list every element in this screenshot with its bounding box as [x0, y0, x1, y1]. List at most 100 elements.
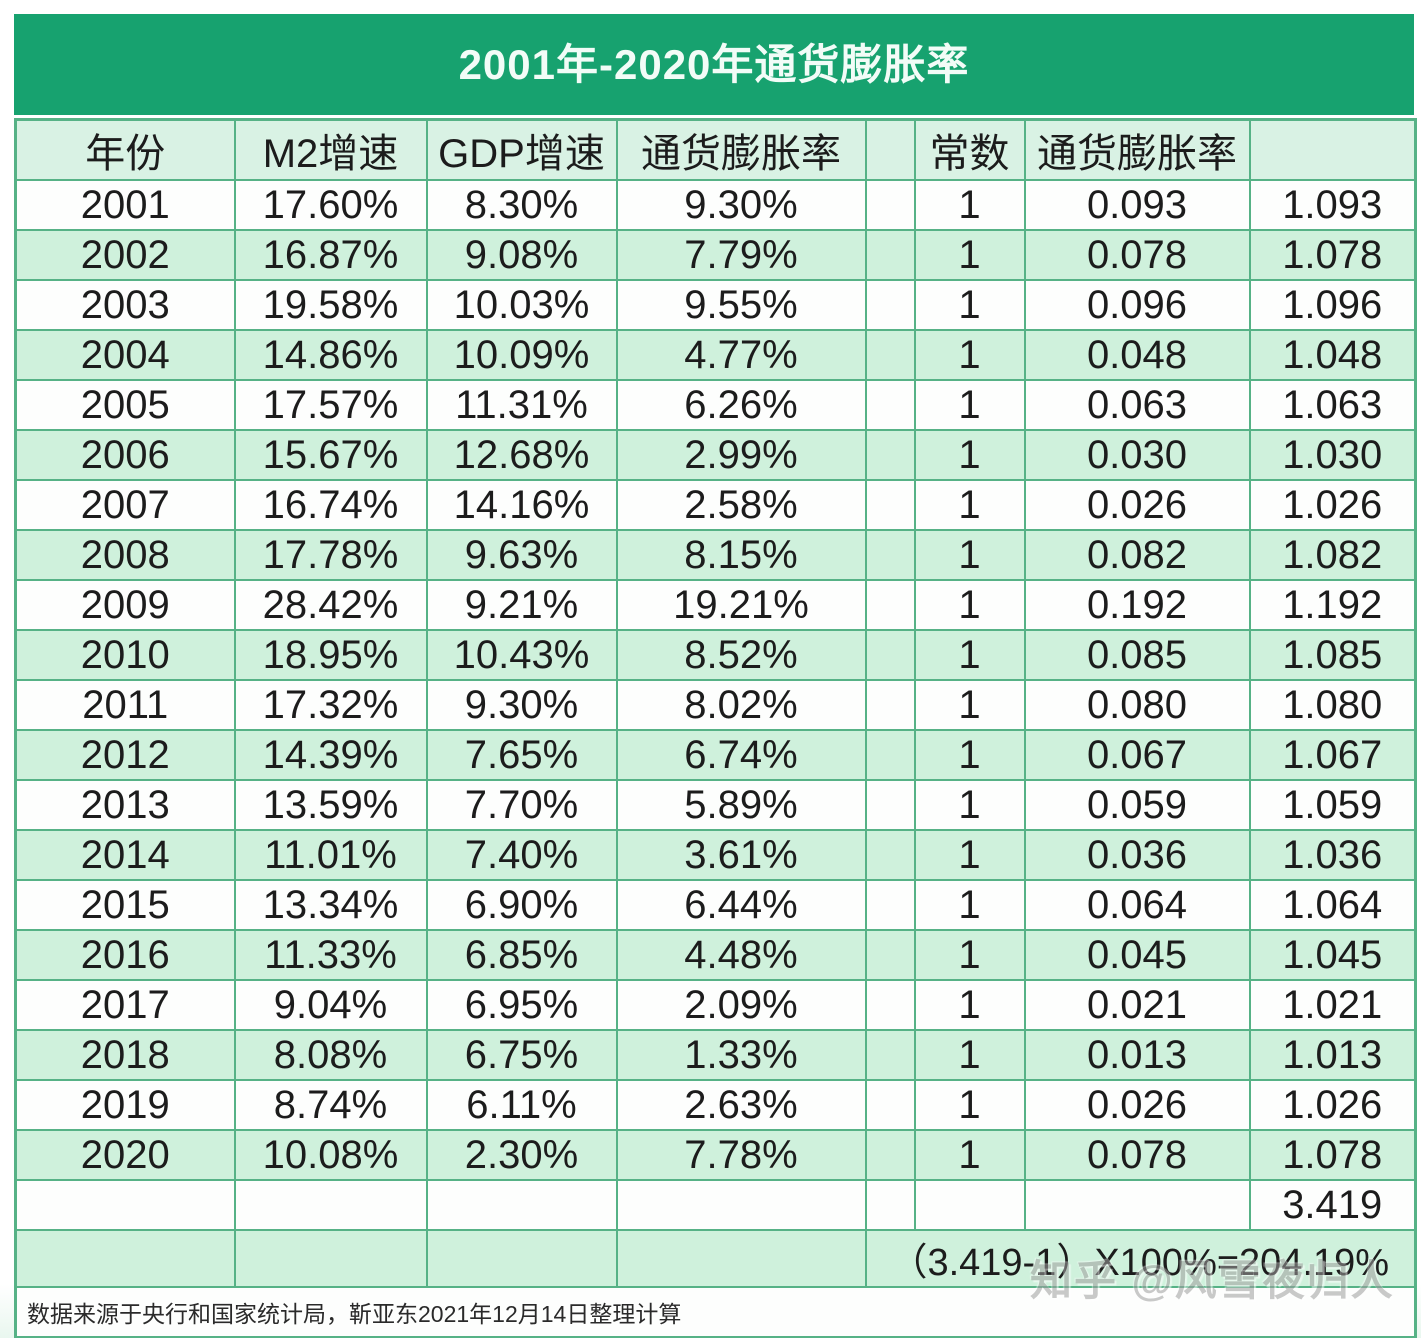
constant-cell: 1 [913, 329, 1026, 381]
gdp-growth-cell: 2.30% [425, 1129, 618, 1181]
table-body: 2001 17.60% 8.30% 9.30% 1 0.093 1.093 20… [14, 179, 1417, 1338]
year-cell: 2014 [14, 829, 236, 881]
inflation-rate-cell: 8.52% [615, 629, 867, 681]
multiplier-cell: 1.045 [1248, 929, 1417, 981]
inflation-rate-cell: 19.21% [615, 579, 867, 631]
m2-growth-cell: 17.60% [233, 179, 428, 231]
constant-cell: 1 [913, 729, 1026, 781]
constant-cell: 1 [913, 879, 1026, 931]
source-note-row: 数据来源于央行和国家统计局，靳亚东2021年12月14日整理计算 [14, 1286, 1417, 1338]
formula-row: （3.419-1）X100%=204.19% [14, 1229, 1417, 1288]
source-note: 数据来源于央行和国家统计局，靳亚东2021年12月14日整理计算 [14, 1286, 1417, 1338]
year-cell: 2003 [14, 279, 236, 331]
constant-cell: 1 [913, 979, 1026, 1031]
spacer-cell [864, 229, 916, 281]
spacer-cell [864, 929, 916, 981]
total-multiplier-cell: 3.419 [1248, 1179, 1417, 1231]
inflation-rate-cell: 8.02% [615, 679, 867, 731]
multiplier-cell: 1.085 [1248, 629, 1417, 681]
inflation-decimal-cell: 0.026 [1023, 1079, 1251, 1131]
multiplier-cell: 1.096 [1248, 279, 1417, 331]
spacer-cell [864, 629, 916, 681]
col-header-constant: 常数 [913, 118, 1026, 181]
gdp-growth-cell: 8.30% [425, 179, 618, 231]
multiplier-cell: 1.063 [1248, 379, 1417, 431]
inflation-rate-cell: 2.63% [615, 1079, 867, 1131]
multiplier-cell: 1.021 [1248, 979, 1417, 1031]
m2-growth-cell: 10.08% [233, 1129, 428, 1181]
year-cell: 2018 [14, 1029, 236, 1081]
m2-growth-cell: 8.08% [233, 1029, 428, 1081]
gdp-growth-cell: 14.16% [425, 479, 618, 531]
m2-growth-cell: 14.39% [233, 729, 428, 781]
m2-growth-cell: 13.34% [233, 879, 428, 931]
inflation-decimal-cell: 0.067 [1023, 729, 1251, 781]
table-row: 2011 17.32% 9.30% 8.02% 1 0.080 1.080 [14, 679, 1417, 731]
spacer-cell [864, 1079, 916, 1131]
table-row: 2012 14.39% 7.65% 6.74% 1 0.067 1.067 [14, 729, 1417, 781]
inflation-rate-cell: 8.15% [615, 529, 867, 581]
empty-cell [14, 1229, 236, 1288]
constant-cell: 1 [913, 279, 1026, 331]
table-row: 2004 14.86% 10.09% 4.77% 1 0.048 1.048 [14, 329, 1417, 381]
constant-cell: 1 [913, 179, 1026, 231]
year-cell: 2012 [14, 729, 236, 781]
gdp-growth-cell: 10.43% [425, 629, 618, 681]
inflation-rate-cell: 2.58% [615, 479, 867, 531]
inflation-decimal-cell: 0.192 [1023, 579, 1251, 631]
gdp-growth-cell: 10.09% [425, 329, 618, 381]
table-row: 2003 19.58% 10.03% 9.55% 1 0.096 1.096 [14, 279, 1417, 331]
multiplier-cell: 1.080 [1248, 679, 1417, 731]
m2-growth-cell: 8.74% [233, 1079, 428, 1131]
inflation-decimal-cell: 0.036 [1023, 829, 1251, 881]
empty-cell [233, 1179, 428, 1231]
empty-cell [425, 1229, 618, 1288]
table-row: 2017 9.04% 6.95% 2.09% 1 0.021 1.021 [14, 979, 1417, 1031]
year-cell: 2008 [14, 529, 236, 581]
gdp-growth-cell: 7.40% [425, 829, 618, 881]
m2-growth-cell: 17.32% [233, 679, 428, 731]
empty-cell [14, 1179, 236, 1231]
spacer-cell [864, 179, 916, 231]
formula-result-cell: （3.419-1）X100%=204.19% [864, 1229, 1417, 1288]
year-cell: 2010 [14, 629, 236, 681]
constant-cell: 1 [913, 629, 1026, 681]
m2-growth-cell: 15.67% [233, 429, 428, 481]
m2-growth-cell: 17.78% [233, 529, 428, 581]
spacer-cell [864, 879, 916, 931]
table-row: 2002 16.87% 9.08% 7.79% 1 0.078 1.078 [14, 229, 1417, 281]
constant-cell: 1 [913, 779, 1026, 831]
year-cell: 2009 [14, 579, 236, 631]
m2-growth-cell: 18.95% [233, 629, 428, 681]
m2-growth-cell: 14.86% [233, 329, 428, 381]
inflation-rate-cell: 7.79% [615, 229, 867, 281]
year-cell: 2020 [14, 1129, 236, 1181]
multiplier-cell: 1.093 [1248, 179, 1417, 231]
empty-cell [1023, 1179, 1251, 1231]
inflation-rate-cell: 2.99% [615, 429, 867, 481]
constant-cell: 1 [913, 829, 1026, 881]
inflation-decimal-cell: 0.048 [1023, 329, 1251, 381]
table-row: 2016 11.33% 6.85% 4.48% 1 0.045 1.045 [14, 929, 1417, 981]
inflation-decimal-cell: 0.078 [1023, 1129, 1251, 1181]
inflation-rate-cell: 6.74% [615, 729, 867, 781]
gdp-growth-cell: 6.75% [425, 1029, 618, 1081]
m2-growth-cell: 13.59% [233, 779, 428, 831]
gdp-growth-cell: 9.08% [425, 229, 618, 281]
table-row: 2020 10.08% 2.30% 7.78% 1 0.078 1.078 [14, 1129, 1417, 1181]
year-cell: 2007 [14, 479, 236, 531]
spacer-cell [864, 1029, 916, 1081]
gdp-growth-cell: 7.65% [425, 729, 618, 781]
constant-cell: 1 [913, 1029, 1026, 1081]
gdp-growth-cell: 10.03% [425, 279, 618, 331]
empty-cell [233, 1229, 428, 1288]
col-header-inflation-rate: 通货膨胀率 [615, 118, 867, 181]
m2-growth-cell: 17.57% [233, 379, 428, 431]
table-row: 2008 17.78% 9.63% 8.15% 1 0.082 1.082 [14, 529, 1417, 581]
multiplier-cell: 1.048 [1248, 329, 1417, 381]
constant-cell: 1 [913, 679, 1026, 731]
table-row: 2013 13.59% 7.70% 5.89% 1 0.059 1.059 [14, 779, 1417, 831]
inflation-rate-cell: 3.61% [615, 829, 867, 881]
empty-cell [913, 1179, 1026, 1231]
inflation-table-sheet: 2001年-2020年通货膨胀率 年份 M2增速 GDP增速 通货膨胀率 [14, 14, 1417, 1338]
